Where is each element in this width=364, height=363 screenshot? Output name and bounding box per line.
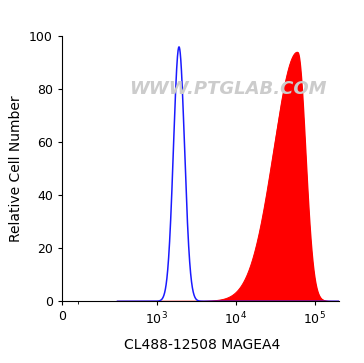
Text: WWW.PTGLAB.COM: WWW.PTGLAB.COM	[129, 80, 327, 98]
Y-axis label: Relative Cell Number: Relative Cell Number	[9, 95, 23, 242]
Text: CL488-12508 MAGEA4: CL488-12508 MAGEA4	[124, 338, 280, 352]
